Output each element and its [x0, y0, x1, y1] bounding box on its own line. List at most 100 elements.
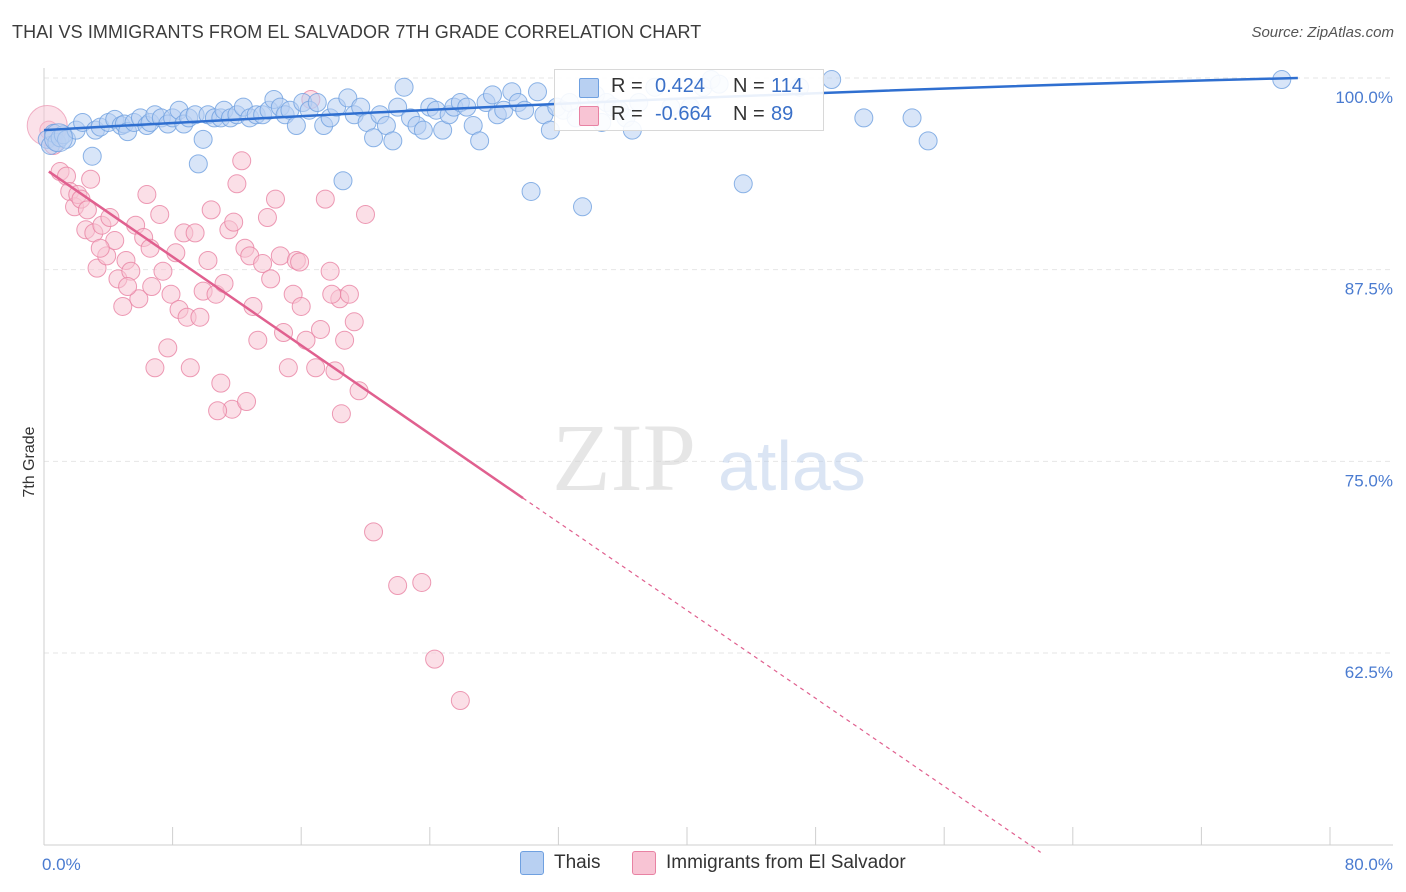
thais-point-84 — [528, 82, 548, 102]
el-salvador-point-29 — [161, 284, 181, 304]
el-salvador-point-82 — [208, 401, 228, 421]
el-salvador-point-69 — [335, 330, 355, 350]
el-salvador-point-34 — [180, 358, 200, 378]
el-salvador-point-53 — [261, 269, 281, 289]
el-salvador-point-19 — [121, 261, 141, 281]
r-label: R = — [611, 75, 643, 97]
el-salvador-point-85 — [90, 238, 110, 258]
axes — [43, 68, 1393, 846]
el-salvador-point-70 — [339, 284, 359, 304]
el-salvador-trend-line — [48, 170, 524, 500]
el-salvador-point-80 — [331, 404, 351, 424]
el-salvador-point-86 — [77, 200, 97, 220]
el-salvador-n-value: 89 — [771, 103, 794, 125]
el-salvador-point-79 — [322, 284, 342, 304]
y-axis-label: 7th Grade — [21, 426, 38, 497]
x-tick-marks — [43, 827, 1331, 845]
el-salvador-point-21 — [129, 289, 149, 309]
el-salvador-point-9 — [81, 169, 101, 189]
el-salvador-point-23 — [137, 185, 157, 205]
el-salvador-point-63 — [306, 358, 326, 378]
thais-swatch — [579, 78, 599, 98]
el-salvador-point-45 — [227, 174, 247, 194]
el-salvador-point-60 — [291, 296, 311, 316]
stats-legend-row-el-salvador: R = -0.664 N = 89 — [555, 101, 823, 129]
el-salvador-point-77 — [425, 649, 445, 669]
thais-point-107 — [733, 174, 753, 194]
thais-point-112 — [918, 131, 938, 151]
el-salvador-point-28 — [158, 338, 178, 358]
el-salvador-point-26 — [150, 204, 170, 224]
el-salvador-point-88 — [290, 252, 310, 272]
thais-point-77 — [482, 85, 502, 105]
legend-item-el-salvador[interactable]: Immigrants from El Salvador — [632, 851, 906, 875]
n-label: N = — [733, 103, 765, 125]
el-salvador-point-52 — [257, 208, 277, 228]
y-tick-label-3: 100.0% — [1335, 88, 1393, 107]
thais-point-111 — [902, 108, 922, 128]
el-salvador-point-71 — [344, 312, 364, 332]
x-tick-label-min: 0.0% — [42, 855, 81, 874]
y-tick-labels: 62.5% 75.0% 87.5% 100.0% — [1335, 88, 1393, 682]
el-salvador-point-27 — [153, 261, 173, 281]
thais-point-58 — [364, 128, 384, 148]
thais-point-110 — [854, 108, 874, 128]
el-salvador-point-41 — [211, 373, 231, 393]
el-salvador-point-39 — [201, 200, 221, 220]
el-salvador-point-50 — [248, 330, 268, 350]
el-salvador-point-66 — [320, 261, 340, 281]
thais-legend-label: Thais — [554, 852, 601, 873]
thais-point-109 — [822, 70, 842, 90]
el-salvador-point-64 — [310, 319, 330, 339]
el-salvador-point-73 — [356, 204, 375, 224]
y-tick-label-0: 62.5% — [1345, 663, 1393, 682]
y-tick-label-1: 75.0% — [1345, 471, 1393, 490]
el-salvador-point-75 — [388, 576, 408, 596]
legend-item-thais[interactable]: Thais — [520, 851, 600, 875]
el-salvador-point-81 — [237, 392, 257, 412]
el-salvador-point-51 — [253, 254, 273, 274]
source-credit: Source: ZipAtlas.com — [1251, 24, 1394, 41]
y-tick-label-2: 87.5% — [1345, 280, 1393, 299]
thais-legend-swatch — [520, 851, 544, 875]
thais-point-46 — [286, 116, 306, 136]
el-salvador-point-35 — [185, 223, 205, 243]
thais-point-9 — [82, 146, 102, 166]
el-salvador-point-84 — [118, 277, 138, 297]
el-salvador-point-36 — [190, 307, 210, 327]
el-salvador-point-55 — [270, 246, 290, 266]
el-salvador-point-38 — [198, 250, 218, 270]
el-salvador-legend-swatch — [632, 851, 656, 875]
thais-point-83 — [521, 181, 541, 201]
el-salvador-point-87 — [224, 212, 244, 232]
el-salvador-point-24 — [142, 277, 162, 297]
el-salvador-r-value: -0.664 — [655, 103, 712, 125]
thais-point-61 — [383, 131, 403, 151]
el-salvador-point-76 — [412, 572, 432, 592]
el-salvador-point-46 — [232, 151, 252, 171]
thais-point-30 — [193, 129, 213, 149]
el-salvador-point-25 — [145, 358, 165, 378]
el-salvador-point-42 — [214, 273, 234, 293]
el-salvador-point-17 — [113, 296, 133, 316]
r-label: R = — [611, 103, 643, 125]
thais-point-49 — [307, 93, 327, 113]
n-label: N = — [733, 75, 765, 97]
el-salvador-legend-label: Immigrants from El Salvador — [666, 852, 906, 873]
watermark: ZIP atlas — [552, 404, 866, 511]
thais-point-29 — [188, 154, 208, 174]
stats-legend-row-thais: R = 0.424 N = 114 — [555, 73, 823, 101]
x-tick-label-max: 80.0% — [1345, 855, 1393, 874]
thais-r-value: 0.424 — [655, 75, 706, 97]
el-salvador-point-54 — [265, 189, 285, 209]
thais-point-91 — [573, 197, 593, 217]
el-salvador-swatch — [579, 106, 599, 126]
thais-point-66 — [413, 120, 433, 140]
el-salvador-trend-extension — [522, 497, 1041, 853]
el-salvador-point-74 — [364, 522, 384, 542]
thais-point-63 — [394, 77, 414, 97]
thais-point-75 — [470, 131, 490, 151]
chart-title: THAI VS IMMIGRANTS FROM EL SALVADOR 7TH … — [12, 22, 702, 42]
watermark-atlas: atlas — [718, 427, 866, 505]
thais-n-value: 114 — [771, 75, 803, 97]
